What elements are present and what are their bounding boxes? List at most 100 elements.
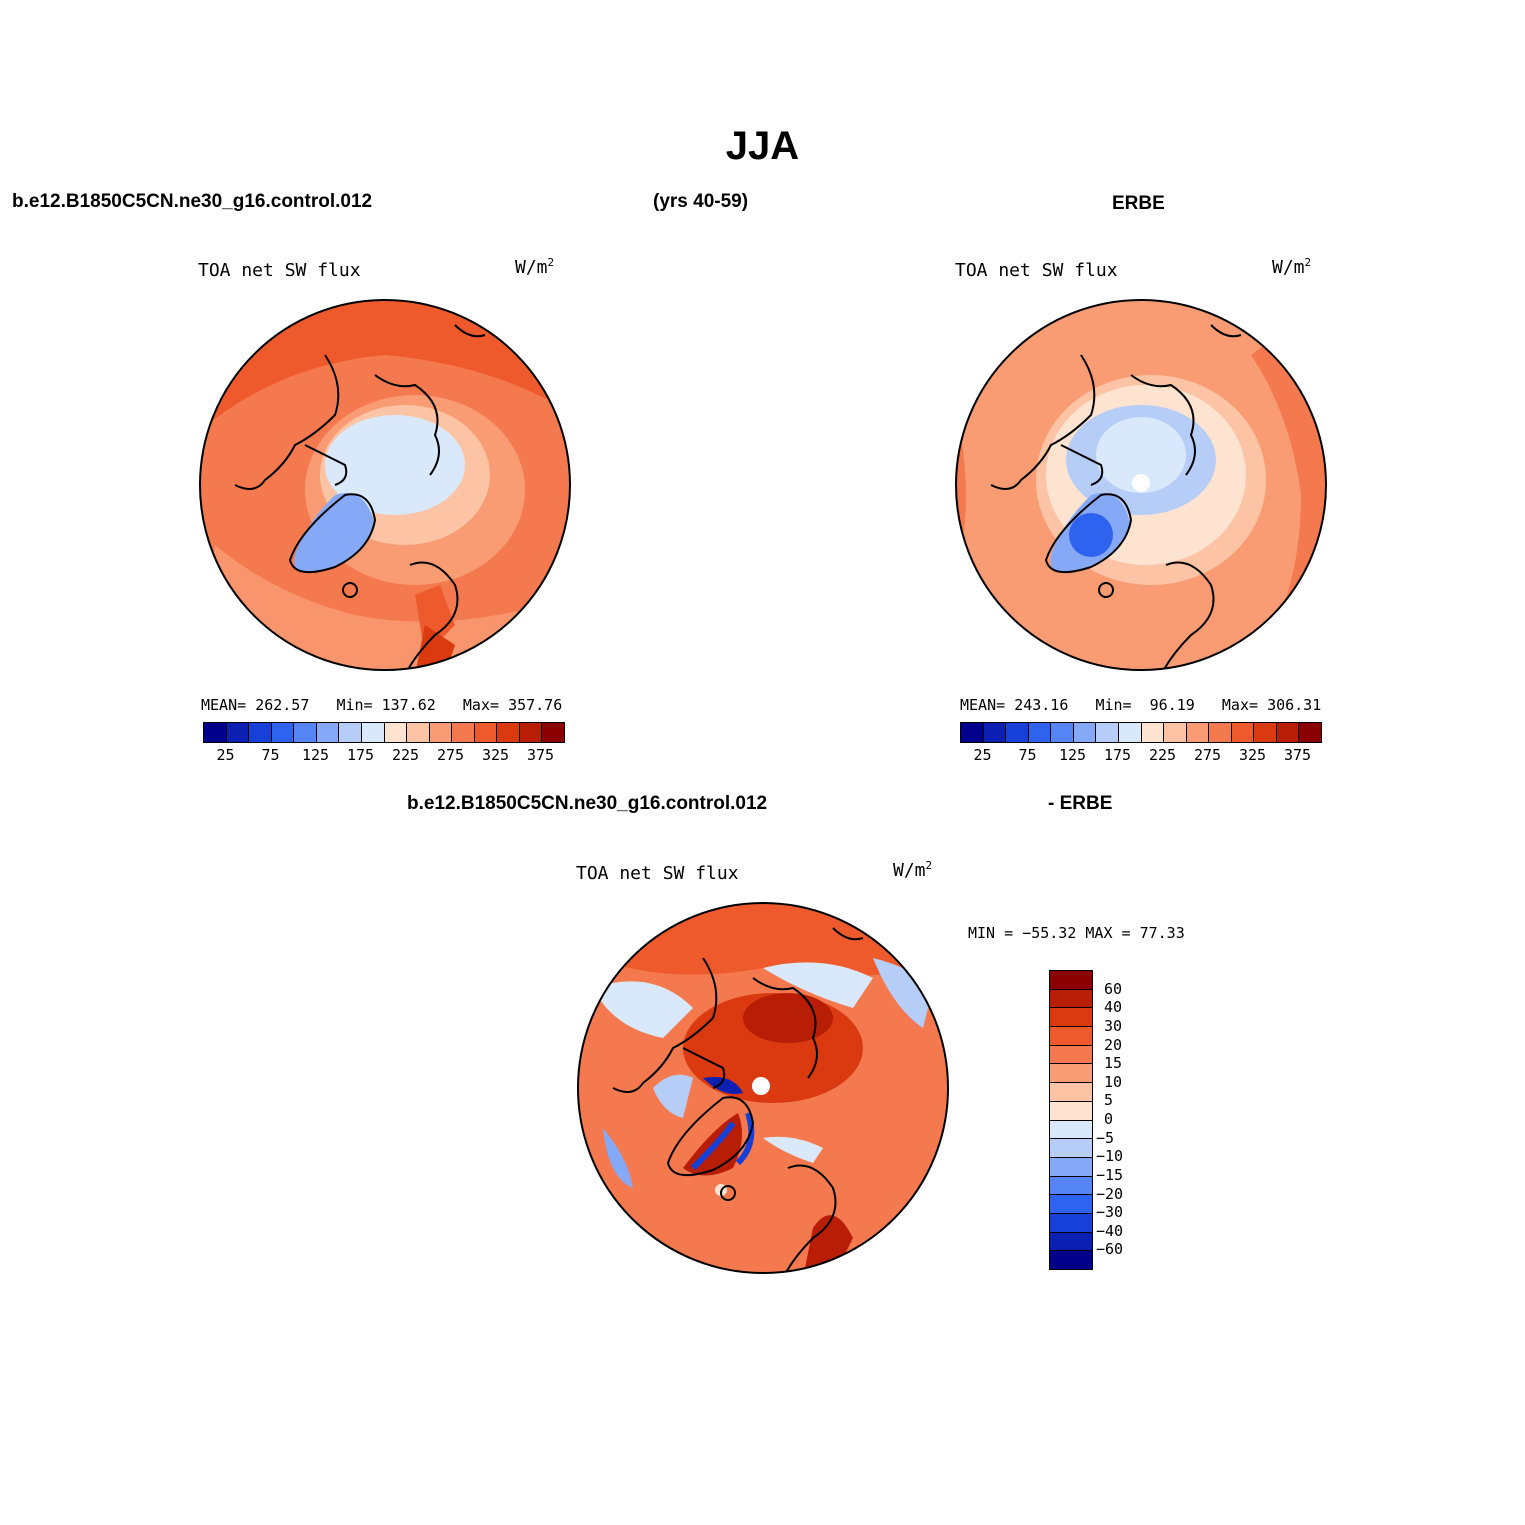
- colorbar-swatch: [1050, 1027, 1092, 1046]
- obs-plot-title: TOA net SW flux: [955, 260, 1118, 281]
- colorbar-swatch: [983, 723, 1007, 742]
- colorbar-swatch: [361, 723, 385, 742]
- obs-colorbar-labels: 25 75 125 175 225 275 325 375: [960, 746, 1320, 766]
- diff-plot-title: TOA net SW flux: [576, 863, 739, 884]
- model-stats: MEAN= 262.57 Min= 137.62 Max= 357.76: [201, 696, 563, 714]
- colorbar-tick-label: 60: [1104, 979, 1123, 998]
- colorbar-swatch: [1050, 1139, 1092, 1158]
- colorbar-swatch: [1209, 723, 1232, 742]
- colorbar-tick-label: 125: [1058, 746, 1087, 764]
- colorbar-swatch: [1186, 723, 1210, 742]
- colorbar-swatch: [519, 723, 543, 742]
- colorbar-swatch: [316, 723, 340, 742]
- colorbar-tick-label: 325: [481, 746, 510, 764]
- colorbar-swatch: [1050, 1101, 1092, 1121]
- colorbar-swatch: [961, 723, 984, 742]
- colorbar-swatch: [1050, 1045, 1092, 1065]
- colorbar-tick-label: −60: [1096, 1240, 1124, 1259]
- colorbar-tick-label: −5: [1096, 1128, 1115, 1147]
- colorbar-tick-label: −10: [1096, 1147, 1124, 1166]
- model-plot-title: TOA net SW flux: [198, 260, 361, 281]
- colorbar-tick-label: 175: [1103, 746, 1132, 764]
- colorbar-tick-label: 375: [526, 746, 555, 764]
- colorbar-swatch: [1050, 1008, 1092, 1028]
- model-colorbar-labels: 25 75 125 175 225 275 325 375: [203, 746, 563, 766]
- colorbar-swatch: [1050, 1195, 1092, 1214]
- colorbar-tick-label: 5: [1104, 1091, 1114, 1110]
- colorbar-tick-label: 10: [1104, 1072, 1123, 1091]
- colorbar-tick-label: −20: [1096, 1184, 1124, 1203]
- colorbar-tick-label: 225: [1148, 746, 1177, 764]
- colorbar-swatch: [1276, 723, 1300, 742]
- colorbar-swatch: [1050, 1064, 1092, 1084]
- colorbar-swatch: [429, 723, 453, 742]
- colorbar-swatch: [1299, 723, 1321, 742]
- colorbar-swatch: [1050, 1213, 1092, 1233]
- colorbar-tick-label: 0: [1104, 1110, 1114, 1128]
- colorbar-tick-label: 75: [261, 746, 280, 764]
- colorbar-swatch: [1254, 723, 1277, 742]
- colorbar-tick-label: −40: [1096, 1221, 1124, 1240]
- colorbar-swatch: [226, 723, 250, 742]
- colorbar-swatch: [339, 723, 362, 742]
- colorbar-swatch: [384, 723, 408, 742]
- figure-title: JJA: [725, 124, 800, 168]
- colorbar-tick-label: 375: [1283, 746, 1312, 764]
- colorbar-swatch: [1050, 1157, 1092, 1177]
- years-label: (yrs 40-59): [653, 191, 749, 212]
- colorbar-tick-label: 225: [391, 746, 420, 764]
- colorbar-swatch: [1028, 723, 1052, 742]
- obs-units: W/m2: [1272, 256, 1312, 278]
- colorbar-swatch: [271, 723, 295, 742]
- colorbar-swatch: [1231, 723, 1255, 742]
- diff-polar-map: [577, 902, 949, 1274]
- colorbar-swatch: [294, 723, 317, 742]
- colorbar-swatch: [452, 723, 475, 742]
- colorbar-swatch: [1050, 971, 1092, 990]
- colorbar-swatch: [204, 723, 227, 742]
- diff-obs-name: - ERBE: [1048, 793, 1113, 814]
- diff-minmax: MIN = −55.32 MAX = 77.33: [968, 924, 1185, 942]
- colorbar-swatch: [1050, 1176, 1092, 1196]
- colorbar-swatch: [1164, 723, 1187, 742]
- colorbar-tick-label: −30: [1096, 1203, 1124, 1222]
- colorbar-swatch: [1141, 723, 1165, 742]
- colorbar-tick-label: 30: [1104, 1016, 1123, 1035]
- colorbar-tick-label: 25: [216, 746, 235, 764]
- obs-polar-map: [955, 299, 1327, 671]
- colorbar-swatch: [1050, 1120, 1092, 1140]
- colorbar-tick-label: 275: [1193, 746, 1222, 764]
- colorbar-tick-label: 20: [1104, 1035, 1123, 1054]
- colorbar-tick-label: −15: [1096, 1165, 1124, 1184]
- colorbar-swatch: [1050, 1232, 1092, 1252]
- obs-stats: MEAN= 243.16 Min= 96.19 Max= 306.31: [960, 696, 1322, 714]
- colorbar-tick-label: 275: [436, 746, 465, 764]
- diff-case-name: b.e12.B1850C5CN.ne30_g16.control.012: [407, 793, 768, 814]
- colorbar-swatch: [474, 723, 498, 742]
- colorbar-swatch: [1096, 723, 1119, 742]
- diff-units: W/m2: [893, 859, 933, 881]
- obs-name: ERBE: [1112, 193, 1165, 214]
- colorbar-tick-label: 125: [301, 746, 330, 764]
- colorbar-swatch: [497, 723, 520, 742]
- colorbar-tick-label: 325: [1238, 746, 1267, 764]
- model-units: W/m2: [515, 256, 555, 278]
- obs-colorbar: [960, 722, 1322, 743]
- model-polar-map: [199, 299, 571, 671]
- colorbar-swatch: [1006, 723, 1029, 742]
- colorbar-tick-label: 175: [346, 746, 375, 764]
- colorbar-swatch: [1073, 723, 1097, 742]
- colorbar-swatch: [249, 723, 272, 742]
- colorbar-swatch: [1118, 723, 1142, 742]
- diff-colorbar-labels: 60 40 30 20 15 10 5 0 −5 −10 −15 −20 −30 −40 −60: [1096, 970, 1156, 1268]
- colorbar-tick-label: 25: [973, 746, 992, 764]
- colorbar-tick-label: 40: [1104, 998, 1123, 1017]
- model-colorbar: [203, 722, 565, 743]
- colorbar-swatch: [1050, 1251, 1092, 1269]
- colorbar-tick-label: 75: [1018, 746, 1037, 764]
- colorbar-swatch: [1050, 1083, 1092, 1102]
- colorbar-swatch: [1051, 723, 1074, 742]
- case-name: b.e12.B1850C5CN.ne30_g16.control.012: [12, 191, 373, 212]
- colorbar-swatch: [407, 723, 430, 742]
- colorbar-swatch: [1050, 989, 1092, 1009]
